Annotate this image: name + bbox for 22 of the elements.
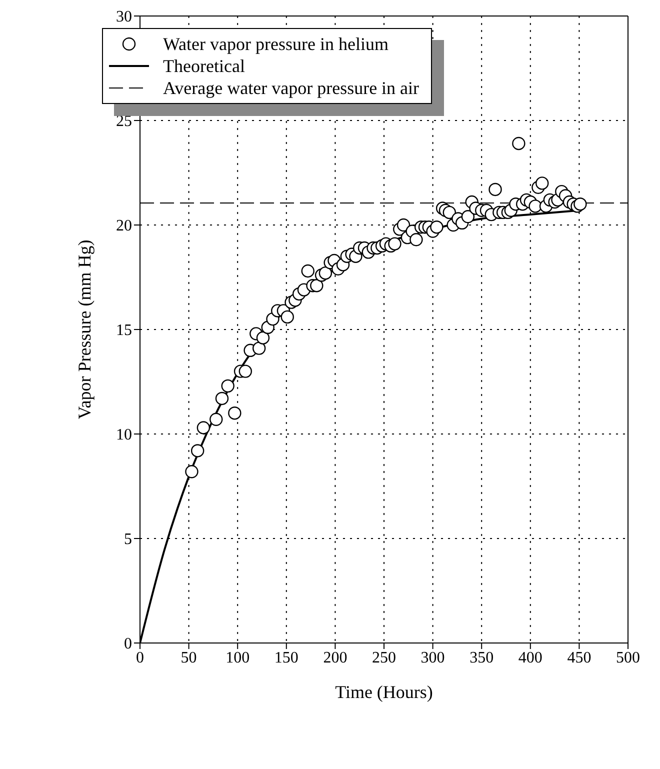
x-tick-label: 250: [372, 649, 396, 666]
x-tick-label: 0: [136, 649, 144, 666]
x-tick-label: 150: [274, 649, 298, 666]
x-tick-label: 50: [180, 649, 197, 666]
y-tick-label: 30: [116, 8, 132, 26]
legend-label: Average water vapor pressure in air: [163, 77, 420, 99]
y-tick-label: 5: [124, 531, 132, 548]
y-tick-label: 0: [124, 636, 132, 653]
legend-label: Water vapor pressure in helium: [163, 33, 388, 55]
x-axis-title: Time (Hours): [335, 682, 433, 702]
y-tick-label: 10: [116, 426, 132, 444]
x-tick-label: 450: [567, 649, 592, 666]
y-axis-title: Vapor Pressure (mm Hg): [74, 240, 94, 420]
x-tick-label: 350: [470, 649, 494, 666]
x-tick-label: 200: [323, 649, 348, 666]
y-tick-label: 20: [116, 218, 132, 235]
legend-label: Theoretical: [163, 55, 245, 77]
x-tick-label: 500: [616, 649, 640, 666]
x-tick-label: 300: [420, 649, 445, 666]
x-tick-label: 100: [226, 649, 250, 666]
x-tick-label: 400: [518, 649, 542, 666]
y-tick-label: 15: [116, 322, 132, 340]
